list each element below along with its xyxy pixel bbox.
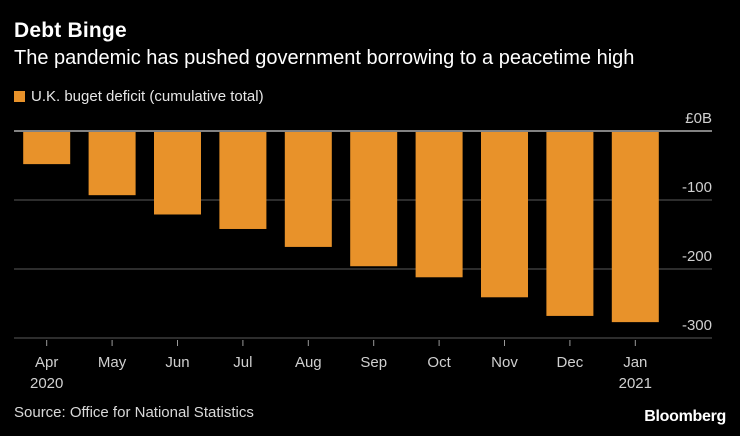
x-year-label: 2021 — [619, 375, 652, 392]
bar-sep — [350, 132, 398, 267]
bar-apr — [23, 132, 71, 165]
x-year-label: 2020 — [30, 375, 63, 392]
y-tick-label: £0B — [685, 110, 712, 127]
chart-title: Debt Binge — [14, 19, 127, 42]
x-tick-label: Jan — [623, 354, 647, 371]
y-tick-label: -100 — [682, 179, 712, 196]
bloomberg-logo: Bloomberg — [644, 408, 726, 425]
x-tick-label: Apr — [35, 354, 58, 371]
x-tick-label: Aug — [295, 354, 322, 371]
x-tick-label: Nov — [491, 354, 518, 371]
bar-dec — [546, 132, 594, 316]
bar-nov — [481, 132, 528, 298]
chart-subtitle: The pandemic has pushed government borro… — [14, 47, 635, 69]
x-tick-label: Jun — [165, 354, 189, 371]
x-tick-label: Oct — [427, 354, 451, 371]
y-tick-label: -200 — [682, 248, 712, 265]
bar-oct — [415, 132, 463, 278]
x-tick-label: Sep — [360, 354, 387, 371]
legend-label: U.K. buget deficit (cumulative total) — [31, 88, 264, 105]
legend: U.K. buget deficit (cumulative total) — [14, 88, 264, 105]
x-tick-label: May — [98, 354, 127, 371]
legend-swatch — [14, 91, 25, 102]
bar-may — [88, 132, 136, 196]
bar-jan — [611, 132, 659, 323]
y-tick-label: -300 — [682, 317, 712, 334]
bar-aug — [284, 132, 332, 247]
source-note: Source: Office for National Statistics — [14, 404, 254, 421]
x-tick-label: Jul — [233, 354, 252, 371]
bar-jul — [219, 132, 267, 229]
bar-jun — [154, 132, 201, 215]
x-tick-label: Dec — [557, 354, 584, 371]
